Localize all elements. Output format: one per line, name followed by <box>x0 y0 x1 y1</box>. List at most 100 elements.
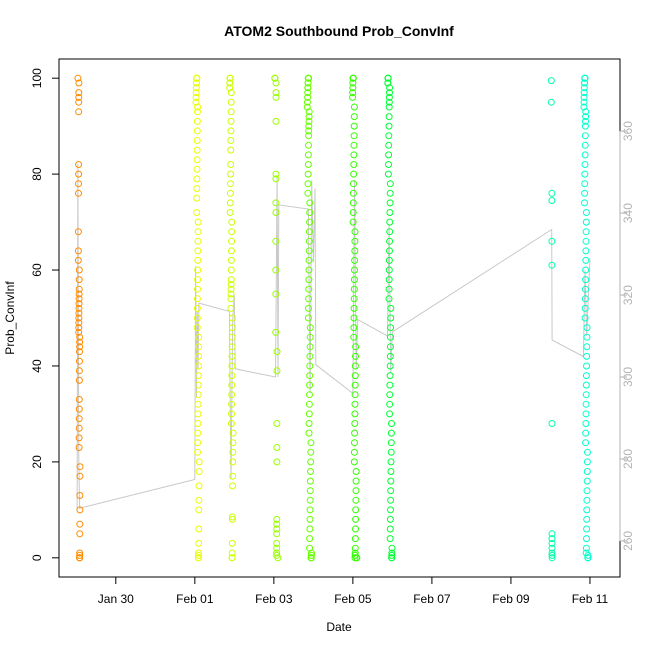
data-point <box>385 161 392 168</box>
data-point <box>307 458 315 466</box>
data-point <box>304 84 312 92</box>
data-point <box>582 113 590 121</box>
data-point <box>193 156 201 164</box>
data-point <box>227 280 235 288</box>
data-point <box>350 151 358 159</box>
data-point <box>387 477 395 485</box>
data-point <box>580 98 588 106</box>
data-point <box>351 228 359 236</box>
data-point <box>192 93 200 101</box>
data-point <box>194 266 202 274</box>
data-point <box>226 189 234 197</box>
data-point <box>193 117 201 125</box>
data-point <box>385 132 393 140</box>
data-point <box>350 304 358 312</box>
data-point <box>582 391 590 399</box>
data-point <box>75 376 83 384</box>
data-point <box>350 314 358 322</box>
data-point <box>75 396 83 403</box>
data-point <box>581 132 589 140</box>
data-point <box>387 439 395 447</box>
data-point <box>193 295 201 303</box>
data-point <box>195 482 203 490</box>
data-point <box>76 472 84 480</box>
data-point <box>272 175 280 183</box>
data-point <box>580 84 588 92</box>
data-point <box>349 84 357 92</box>
data-point <box>385 285 393 293</box>
y-tick-label: 20 <box>30 455 44 469</box>
data-point <box>386 218 394 226</box>
data-point <box>305 295 313 303</box>
data-point <box>75 161 83 168</box>
data-point <box>305 400 313 408</box>
data-point <box>307 468 314 475</box>
data-point <box>306 209 314 216</box>
data-point <box>304 93 312 101</box>
data-point <box>306 525 314 533</box>
data-point <box>386 525 394 533</box>
data-point <box>307 448 315 456</box>
data-point <box>272 93 280 101</box>
data-point <box>306 362 314 370</box>
data-point <box>352 477 360 485</box>
data-point <box>351 391 359 399</box>
data-point <box>194 103 202 111</box>
data-point <box>582 108 590 116</box>
data-point <box>228 237 236 245</box>
data-point <box>227 304 235 312</box>
data-point <box>351 400 359 408</box>
axis-layer: Jan 30 Feb 01 Feb 03 Feb 05 Feb 07 Feb 09 Feb … <box>30 68 635 606</box>
data-point <box>582 381 590 389</box>
data-point <box>388 420 395 427</box>
data-point <box>581 199 588 207</box>
data-point <box>386 199 394 207</box>
data-point <box>387 487 395 495</box>
data-point <box>350 324 358 332</box>
data-point <box>581 151 589 159</box>
data-point <box>305 141 312 149</box>
data-point <box>583 468 591 475</box>
y-axis-label: Prob_ConvInf <box>3 281 17 355</box>
data-point <box>548 539 556 547</box>
data-point <box>229 472 237 480</box>
data-point <box>227 98 235 106</box>
data-point <box>350 448 358 456</box>
data-point <box>228 228 236 236</box>
data-point <box>582 256 590 264</box>
data-point <box>76 530 84 538</box>
data-point <box>195 343 203 351</box>
data-point <box>352 515 360 523</box>
data-point <box>548 237 556 245</box>
data-point <box>305 429 313 437</box>
data-point <box>194 276 202 284</box>
data-point <box>582 410 590 418</box>
data-point <box>351 381 359 389</box>
data-point <box>307 439 315 447</box>
data-point <box>272 290 280 298</box>
data-point <box>386 89 393 97</box>
data-point <box>352 506 360 514</box>
data-point <box>227 180 234 188</box>
data-point <box>349 218 357 226</box>
data-point <box>75 295 83 303</box>
x-tick-label: Feb 09 <box>492 592 530 606</box>
data-point <box>272 209 280 216</box>
data-point <box>386 381 394 389</box>
data-point <box>193 175 201 183</box>
data-point <box>272 328 280 336</box>
data-point <box>74 256 82 264</box>
data-point <box>226 84 234 92</box>
data-point <box>306 381 314 389</box>
data-point <box>386 515 394 523</box>
data-point <box>75 276 83 284</box>
data-point <box>582 276 590 284</box>
data-point <box>306 199 314 207</box>
data-point <box>351 247 359 255</box>
data-point <box>306 544 314 552</box>
data-point <box>350 295 358 303</box>
data-point <box>386 189 394 197</box>
x-tick-label: Feb 01 <box>176 592 214 606</box>
data-point <box>582 247 590 255</box>
